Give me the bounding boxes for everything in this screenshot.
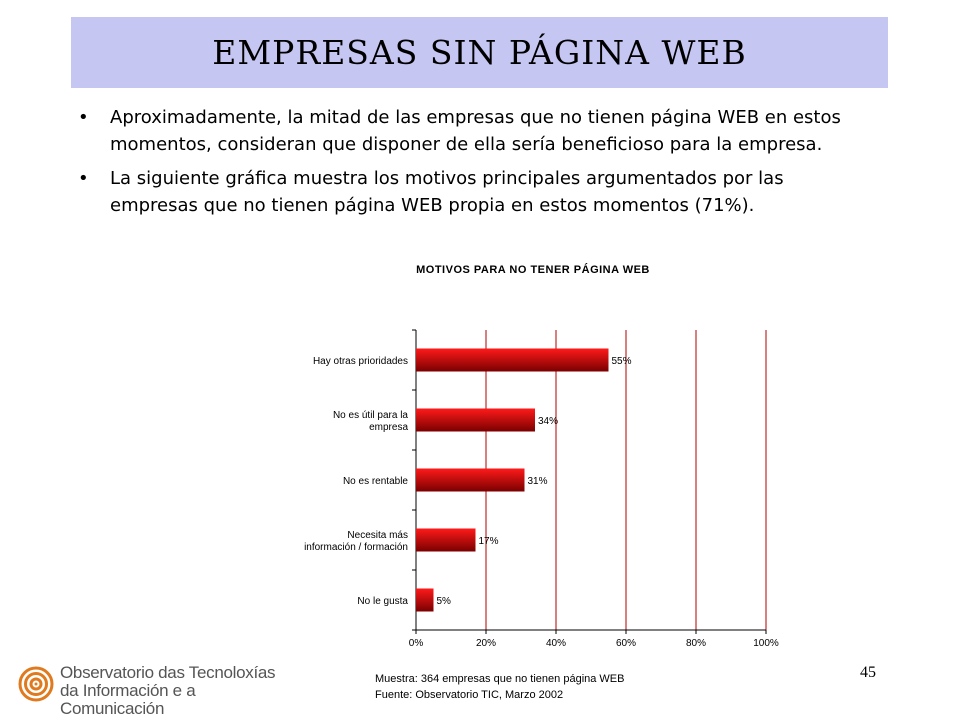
category-label: Necesita más: [347, 530, 408, 541]
bullet-item: • La siguiente gráfica muestra los motiv…: [72, 165, 872, 219]
bar-chart: 0% 20% 40% 60% 80% 100% 55% Hay otras prioridad…: [304, 329, 779, 649]
logo-text: Observatorio das Tecnoloxías da Informac…: [60, 664, 278, 718]
bar: [416, 588, 434, 612]
x-tick-label: 20%: [476, 638, 496, 649]
category-label: No es útil para la: [333, 410, 408, 421]
bar-value-label: 31%: [528, 476, 548, 487]
bar: [416, 528, 476, 552]
title-banner: EMPRESAS SIN PÁGINA WEB: [71, 17, 888, 88]
page-number: 45: [860, 664, 876, 681]
bar-value-label: 5%: [437, 596, 452, 607]
category-label: No le gusta: [357, 596, 408, 607]
x-tick-label: 80%: [686, 638, 706, 649]
category-label: No es rentable: [343, 476, 408, 487]
bar: [416, 408, 535, 432]
category-label: Hay otras prioridades: [313, 356, 408, 367]
x-tick-label: 100%: [753, 638, 779, 649]
footnote-sample: Muestra: 364 empresas que no tienen pági…: [375, 673, 625, 685]
x-tick-label: 0%: [409, 638, 424, 649]
bar-value-label: 55%: [612, 356, 632, 367]
bar-value-label: 17%: [479, 536, 499, 547]
bullet-dot: •: [78, 168, 89, 189]
bullet-item: • Aproximadamente, la mitad de las empre…: [72, 104, 872, 158]
bullet-text: Aproximadamente, la mitad de las empresa…: [110, 107, 841, 155]
spiral-logo-icon: [18, 666, 54, 702]
observatorio-logo: Observatorio das Tecnoloxías da Informac…: [18, 660, 278, 718]
bullet-dot: •: [78, 107, 89, 128]
chart-title: MOTIVOS PARA NO TENER PÁGINA WEB: [416, 264, 650, 276]
x-tick-label: 60%: [616, 638, 636, 649]
bar-value-label: 34%: [538, 416, 558, 427]
category-label: empresa: [369, 422, 408, 433]
bullet-list: • Aproximadamente, la mitad de las empre…: [72, 104, 872, 226]
x-tick-label: 40%: [546, 638, 566, 649]
bar: [416, 348, 609, 372]
category-label: información / formación: [304, 542, 408, 553]
slide-title: EMPRESAS SIN PÁGINA WEB: [212, 33, 747, 72]
bar: [416, 468, 525, 492]
footnote-source: Fuente: Observatorio TIC, Marzo 2002: [375, 689, 564, 701]
bullet-text: La siguiente gráfica muestra los motivos…: [110, 168, 784, 216]
logo-line-1: Observatorio das Tecnoloxías: [60, 663, 276, 682]
footnote: Muestra: 364 empresas que no tienen pági…: [375, 671, 624, 703]
logo-line-2: da Información e a Comunicación: [60, 681, 196, 718]
